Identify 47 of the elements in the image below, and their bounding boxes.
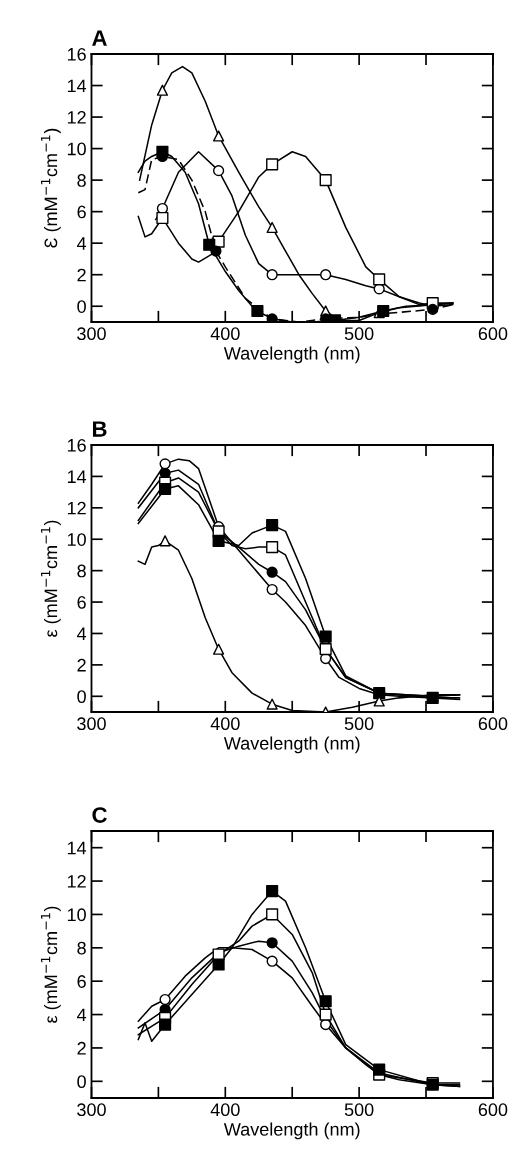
y-axis-title: Ɛ (mM$^{−1}$cm$^{−1}$): [40, 128, 61, 248]
y-tick-label: 12: [67, 501, 86, 515]
y-tick-label: 12: [67, 110, 86, 124]
chart-title: A: [92, 30, 107, 46]
chart-title: C: [92, 807, 107, 823]
y-tick-label: 10: [67, 908, 86, 922]
x-tick-label: 500: [344, 717, 374, 731]
x-tick-label: 300: [77, 717, 106, 731]
x-tick-label: 400: [210, 1103, 240, 1117]
y-tick-label: 8: [77, 564, 86, 578]
x-axis-title: Wavelength (nm): [223, 346, 360, 364]
x-tick-label: 400: [210, 717, 240, 731]
x-axis-title: Wavelength (nm): [223, 736, 360, 754]
y-tick-label: 4: [77, 1008, 87, 1022]
x-tick-label: 600: [478, 717, 508, 731]
x-tick-label: 500: [344, 1103, 374, 1117]
y-axis-title: ε (mM$^{−1}$cm$^{−1}$): [40, 906, 61, 1023]
y-tick-label: 16: [67, 438, 86, 452]
y-tick-label: 4: [77, 627, 87, 641]
x-tick-label: 600: [478, 327, 508, 341]
y-tick-label: 4: [77, 237, 87, 250]
y-tick-label: 10: [67, 142, 86, 156]
y-tick-label: 0: [77, 300, 86, 313]
x-tick-label: 600: [478, 1103, 508, 1117]
y-tick-label: 16: [67, 47, 86, 61]
y-tick-label: 2: [77, 1041, 86, 1055]
x-axis-title: Wavelength (nm): [223, 1122, 360, 1140]
y-axis-title: ε (mM$^{−1}$cm$^{−1}$): [40, 520, 61, 637]
y-tick-label: 8: [77, 941, 86, 955]
x-tick-label: 500: [344, 327, 374, 341]
y-tick-label: 0: [77, 690, 86, 704]
y-tick-label: 8: [77, 174, 86, 187]
y-tick-label: 2: [77, 268, 86, 282]
y-tick-label: 6: [77, 975, 86, 988]
y-tick-label: 2: [77, 658, 86, 672]
x-tick-label: 300: [77, 327, 106, 341]
y-tick-label: 14: [67, 470, 87, 483]
y-tick-label: 6: [77, 595, 86, 609]
y-tick-label: 14: [67, 841, 87, 855]
x-tick-label: 400: [210, 327, 240, 341]
y-tick-label: 10: [67, 533, 86, 546]
y-tick-label: 6: [77, 205, 86, 219]
x-tick-label: 300: [77, 1103, 106, 1117]
y-tick-label: 12: [67, 875, 86, 888]
chart-title: B: [92, 421, 107, 437]
y-tick-label: 14: [67, 79, 87, 93]
y-tick-label: 0: [77, 1075, 86, 1089]
